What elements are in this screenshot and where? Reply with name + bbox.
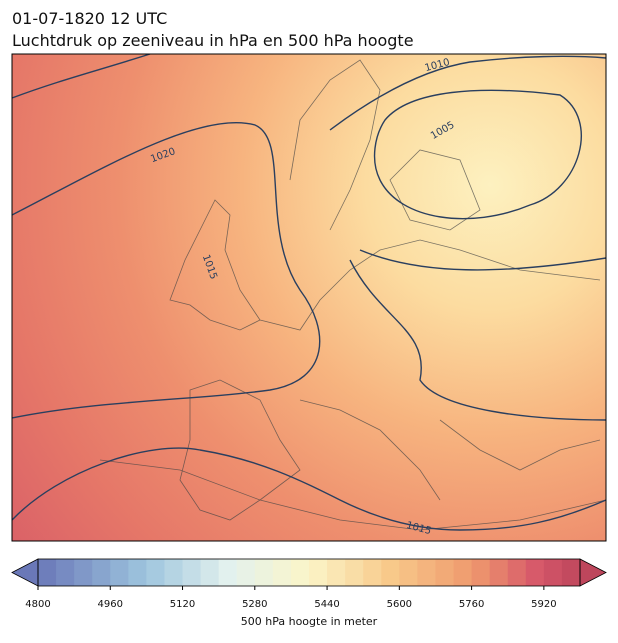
colorbar: 4800 4960 5120 5280 5440 5600 5760 5920 — [11, 558, 607, 610]
colorbar-tick-label: 5280 — [242, 599, 267, 610]
colorbar-cell — [345, 559, 364, 586]
colorbar-cell — [164, 559, 184, 586]
colorbar-cell — [74, 559, 93, 586]
height-field — [12, 54, 606, 541]
colorbar-cell — [128, 559, 147, 586]
colorbar-tick-label: 5920 — [531, 599, 556, 610]
colorbar-label: 500 hPa hoogte in meter — [241, 615, 378, 628]
colorbar-cell — [218, 559, 238, 586]
coastline — [99, 59, 606, 531]
colorbar-cell — [56, 559, 75, 586]
colorbar-cell — [200, 559, 220, 586]
colorbar-cell — [489, 559, 509, 586]
map — [12, 54, 606, 541]
colorbar-cell — [110, 559, 129, 586]
colorbar-cell — [236, 559, 256, 586]
colorbar-extend-low — [11, 558, 39, 587]
colorbar-cell — [290, 559, 310, 586]
colorbar-tick-label: 5600 — [387, 599, 412, 610]
colorbar-cell — [363, 559, 382, 586]
title-date: 01-07-1820 12 UTC — [12, 9, 167, 28]
isobar — [12, 447, 606, 531]
colorbar-cell — [435, 559, 455, 586]
colorbar-cell — [381, 559, 400, 586]
colorbar-cell — [272, 559, 292, 586]
isobar — [329, 55, 606, 131]
colorbar-cell — [471, 559, 491, 586]
colorbar-cell — [327, 559, 346, 586]
colorbar-cell — [561, 559, 581, 586]
colorbar-cell — [146, 559, 165, 586]
colorbar-cell — [92, 559, 111, 586]
colorbar-cell — [38, 559, 57, 586]
title-text: Luchtdruk op zeeniveau in hPa en 500 hPa… — [12, 31, 414, 50]
map-frame — [11, 53, 607, 542]
colorbar-cell — [453, 559, 473, 586]
colorbar-cell — [543, 559, 563, 586]
colorbar-tick-label: 4800 — [25, 599, 50, 610]
colorbar-tick-label: 5120 — [170, 599, 195, 610]
colorbar-cell — [182, 559, 202, 586]
colorbar-cell — [254, 559, 274, 586]
isobar — [349, 259, 606, 421]
isobar — [12, 121, 321, 419]
colorbar-cell — [525, 559, 545, 586]
colorbar-cell — [309, 559, 328, 586]
isobar — [12, 54, 151, 99]
colorbar-cell — [417, 559, 436, 586]
colorbar-tick-label: 5440 — [314, 599, 339, 610]
colorbar-tick-label: 5760 — [459, 599, 484, 610]
colorbar-cell — [507, 559, 527, 586]
isobar — [359, 249, 606, 271]
colorbar-cell — [399, 559, 418, 586]
isobar — [373, 89, 582, 220]
colorbar-tick-label: 4960 — [98, 599, 123, 610]
colorbar-extend-high — [579, 558, 607, 587]
colorbar-frame — [37, 558, 581, 587]
